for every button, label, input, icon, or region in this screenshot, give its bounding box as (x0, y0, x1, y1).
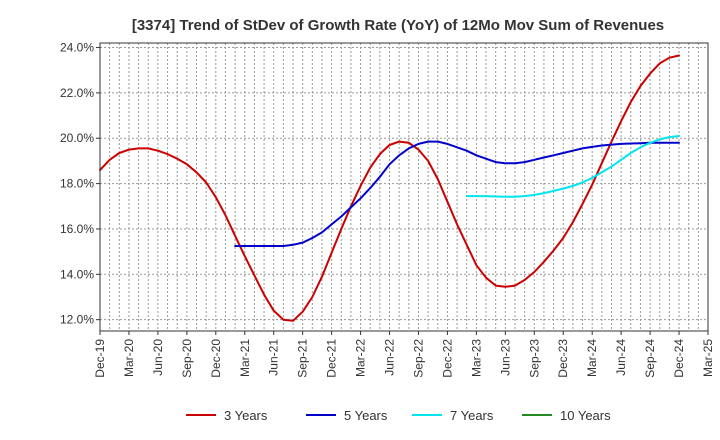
x-tick-label: Mar-24 (585, 339, 599, 377)
x-tick-label: Mar-20 (122, 339, 136, 377)
x-tick-label: Jun-24 (614, 339, 628, 376)
y-axis: 12.0% 14.0% 16.0% 18.0% 20.0% 22.0% 24.0% (60, 41, 100, 327)
series-line-3-years (99, 54, 680, 322)
chart-title: [3374] Trend of StDev of Growth Rate (Yo… (132, 17, 664, 34)
x-tick-label: Mar-21 (238, 339, 252, 377)
x-axis: Dec-19 Mar-20 Jun-20 Sep-20 Dec-20 Mar-21 Jun-… (93, 331, 715, 378)
x-tick-label: Sep-22 (411, 339, 425, 378)
x-tick-label: Mar-23 (469, 339, 483, 377)
legend-label: 5 Years (344, 408, 388, 423)
legend-label: 10 Years (560, 408, 611, 423)
x-tick-label: Sep-20 (180, 339, 194, 378)
x-tick-label: Mar-22 (354, 339, 368, 377)
x-tick-label: Jun-20 (151, 339, 165, 376)
x-tick-label: Sep-21 (296, 339, 310, 378)
y-tick-label: 18.0% (60, 177, 94, 191)
x-tick-label: Dec-24 (672, 339, 686, 378)
x-tick-label: Dec-22 (440, 339, 454, 378)
x-tick-label: Dec-19 (93, 339, 107, 378)
y-tick-label: 20.0% (60, 131, 94, 145)
x-tick-label: Sep-23 (527, 339, 541, 378)
y-tick-label: 14.0% (60, 267, 94, 281)
x-tick-label: Jun-21 (267, 339, 281, 376)
series-line-7-years (465, 135, 680, 198)
x-tick-label: Sep-24 (643, 339, 657, 378)
series-lines (99, 54, 680, 322)
x-tick-label: Dec-20 (209, 339, 223, 378)
x-tick-label: Mar-25 (701, 339, 715, 377)
y-tick-label: 22.0% (60, 86, 94, 100)
legend-label: 7 Years (450, 408, 494, 423)
x-tick-label: Dec-23 (556, 339, 570, 378)
legend: 3 Years 5 Years 7 Years 10 Years (186, 408, 611, 423)
y-tick-label: 12.0% (60, 313, 94, 327)
y-tick-label: 24.0% (60, 41, 94, 55)
plot-frame (99, 42, 709, 332)
x-tick-label: Dec-21 (325, 339, 339, 378)
grid-lines (99, 43, 709, 331)
series-line-5-years (234, 140, 680, 247)
y-tick-label: 16.0% (60, 222, 94, 236)
x-tick-label: Jun-22 (383, 339, 397, 376)
legend-label: 3 Years (224, 408, 268, 423)
x-tick-label: Jun-23 (498, 339, 512, 376)
